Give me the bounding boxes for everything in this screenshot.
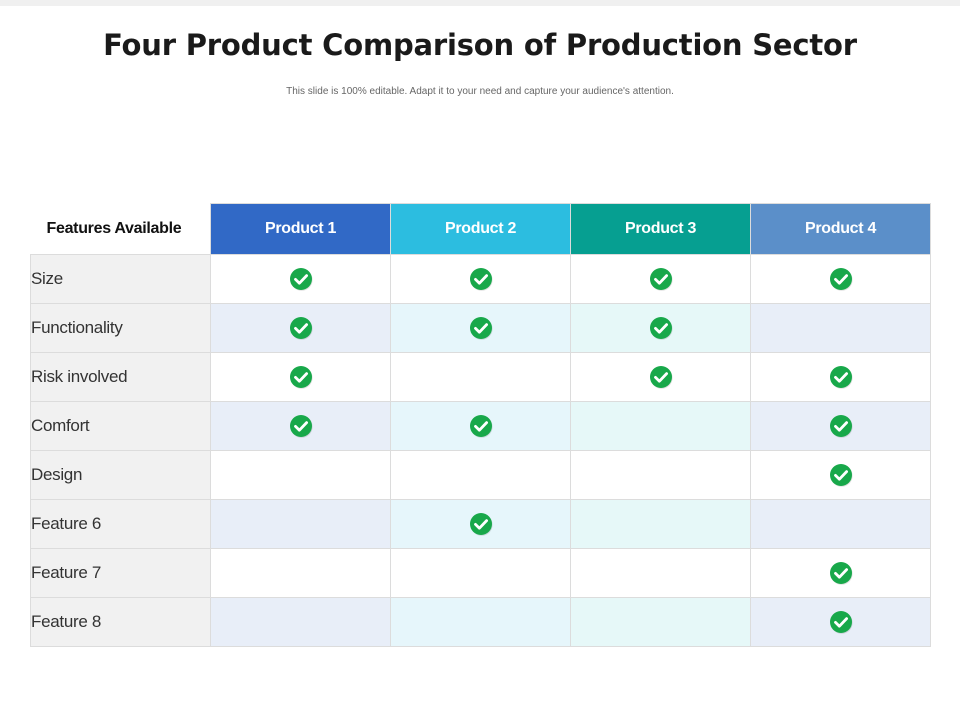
- product-1-cell: [210, 597, 391, 647]
- product-2-cell: [390, 499, 571, 549]
- product-3-cell: [570, 303, 751, 353]
- product-3-cell: [570, 254, 751, 304]
- feature-label: Risk involved: [30, 352, 211, 402]
- check-circle-icon: [289, 317, 313, 340]
- product-1-header: Product 1: [210, 203, 391, 255]
- product-2-cell: [390, 352, 571, 402]
- product-3-cell: [570, 450, 751, 500]
- feature-label: Feature 8: [30, 597, 211, 647]
- feature-label: Design: [30, 450, 211, 500]
- slide-subtitle: This slide is 100% editable. Adapt it to…: [286, 86, 674, 97]
- check-circle-icon: [289, 366, 313, 389]
- product-2-cell: [390, 401, 571, 451]
- feature-label: Comfort: [30, 401, 211, 451]
- check-circle-icon: [289, 415, 313, 438]
- check-circle-icon: [829, 366, 853, 389]
- product-2-cell: [390, 254, 571, 304]
- product-3-cell: [570, 499, 751, 549]
- check-circle-icon: [649, 317, 673, 340]
- slide-title: Four Product Comparison of Production Se…: [103, 28, 857, 62]
- product-4-cell: [750, 499, 931, 549]
- table-row: Risk involved: [30, 352, 931, 402]
- features-header: Features Available: [30, 203, 211, 255]
- product-3-cell: [570, 401, 751, 451]
- table-row: Feature 8: [30, 597, 931, 647]
- product-2-cell: [390, 450, 571, 500]
- product-4-cell: [750, 254, 931, 304]
- table-row: Size: [30, 254, 931, 304]
- product-2-cell: [390, 597, 571, 647]
- check-circle-icon: [829, 611, 853, 634]
- product-3-cell: [570, 597, 751, 647]
- product-1-cell: [210, 254, 391, 304]
- product-3-cell: [570, 548, 751, 598]
- feature-label: Size: [30, 254, 211, 304]
- check-circle-icon: [829, 268, 853, 291]
- table-row: Functionality: [30, 303, 931, 353]
- product-2-header: Product 2: [390, 203, 571, 255]
- check-circle-icon: [829, 562, 853, 585]
- product-3-cell: [570, 352, 751, 402]
- table-row: Comfort: [30, 401, 931, 451]
- table-row: Feature 7: [30, 548, 931, 598]
- product-4-cell: [750, 548, 931, 598]
- product-4-cell: [750, 303, 931, 353]
- product-2-cell: [390, 548, 571, 598]
- top-band: [0, 0, 960, 6]
- check-circle-icon: [829, 464, 853, 487]
- check-circle-icon: [829, 415, 853, 438]
- feature-label: Feature 6: [30, 499, 211, 549]
- table-row: Feature 6: [30, 499, 931, 549]
- product-1-cell: [210, 352, 391, 402]
- feature-label: Functionality: [30, 303, 211, 353]
- feature-label: Feature 7: [30, 548, 211, 598]
- product-4-header: Product 4: [750, 203, 931, 255]
- product-3-header: Product 3: [570, 203, 751, 255]
- product-4-cell: [750, 352, 931, 402]
- check-circle-icon: [469, 268, 493, 291]
- product-1-cell: [210, 548, 391, 598]
- product-1-cell: [210, 303, 391, 353]
- check-circle-icon: [469, 317, 493, 340]
- product-2-cell: [390, 303, 571, 353]
- product-4-cell: [750, 401, 931, 451]
- check-circle-icon: [289, 268, 313, 291]
- product-4-cell: [750, 450, 931, 500]
- comparison-table: Features Available Product 1 Product 2 P…: [30, 203, 931, 647]
- table-header-row: Features Available Product 1 Product 2 P…: [30, 203, 931, 255]
- check-circle-icon: [469, 513, 493, 536]
- product-4-cell: [750, 597, 931, 647]
- check-circle-icon: [649, 366, 673, 389]
- check-circle-icon: [649, 268, 673, 291]
- check-circle-icon: [469, 415, 493, 438]
- product-1-cell: [210, 401, 391, 451]
- product-1-cell: [210, 450, 391, 500]
- product-1-cell: [210, 499, 391, 549]
- table-body: Size Functionality Risk involved Comfort Des…: [30, 254, 931, 647]
- table-row: Design: [30, 450, 931, 500]
